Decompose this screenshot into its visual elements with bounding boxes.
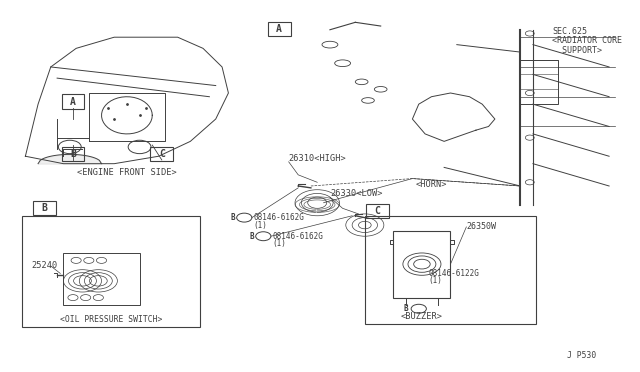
Text: C: C [374,206,380,216]
Bar [365,216,536,324]
Bar [366,204,389,218]
Text: B: B [404,304,408,313]
Bar [33,201,56,215]
Text: B: B [231,213,236,222]
Bar [394,231,451,298]
Text: 08146-6162G: 08146-6162G [254,213,305,222]
Text: A: A [70,97,76,106]
Bar [268,22,291,36]
Text: 08146-6122G: 08146-6122G [428,269,479,278]
Text: 26330<LOW>: 26330<LOW> [330,189,383,198]
Text: <HORN>: <HORN> [415,180,447,189]
Text: 26310<HIGH>: 26310<HIGH> [289,154,346,163]
Text: (1): (1) [254,221,268,230]
Bar [61,94,84,109]
Text: SUPPORT>: SUPPORT> [552,46,602,55]
Text: <ENGINE FRONT SIDE>: <ENGINE FRONT SIDE> [77,169,177,177]
Circle shape [256,232,271,241]
Text: SEC.625: SEC.625 [552,27,587,36]
Text: (1): (1) [428,276,442,285]
Circle shape [411,304,426,313]
Text: 25240: 25240 [32,262,58,270]
Text: B: B [70,149,76,158]
Text: J P530: J P530 [567,351,596,360]
Text: B: B [250,232,255,241]
Bar [150,147,173,161]
Text: <RADIATOR CORE: <RADIATOR CORE [552,36,622,45]
Bar [22,216,200,327]
Text: <OIL PRESSURE SWITCH>: <OIL PRESSURE SWITCH> [60,315,162,324]
Circle shape [237,213,252,222]
Text: A: A [276,24,282,34]
Bar [63,253,140,305]
Bar [520,60,558,104]
Text: 26350W: 26350W [467,222,497,231]
Text: <BUZZER>: <BUZZER> [401,312,443,321]
Bar [61,147,84,161]
Text: (1): (1) [273,239,287,248]
Text: C: C [159,149,164,158]
Text: 08146-6162G: 08146-6162G [273,232,324,241]
Text: B: B [42,203,47,212]
